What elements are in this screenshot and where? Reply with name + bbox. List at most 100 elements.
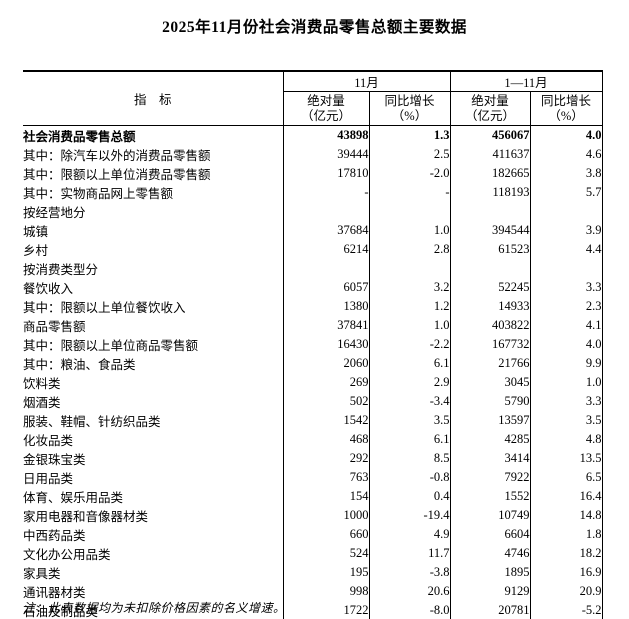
value-cell: -5.2 (529, 601, 603, 619)
absolute-label: 绝对量 (471, 93, 509, 108)
value-cell: -0.8 (368, 468, 451, 487)
value-cell: 7922 (449, 468, 531, 487)
value-cell: 5.7 (529, 183, 603, 202)
value-cell (449, 259, 531, 278)
indicator-label: 家具类 (23, 567, 61, 581)
value-cell: 1.2 (368, 297, 451, 316)
value-cell: - (368, 183, 451, 202)
indicator-label: 烟酒类 (23, 396, 61, 410)
value-cell: -2.0 (368, 164, 451, 183)
value-cell: 1.0 (529, 373, 603, 392)
value-cell: 182665 (449, 164, 531, 183)
growth-unit: （%） (391, 108, 428, 123)
value-cell: 6.1 (368, 430, 451, 449)
indicator-label: 商品零售额 (23, 320, 86, 334)
indicator-label: 家用电器和音像器材类 (23, 510, 149, 524)
value-cell: 4.9 (368, 525, 451, 544)
indicator-label: 乡村 (23, 244, 49, 258)
value-cell: 37841 (282, 316, 369, 335)
indicator-label: 其中：除汽车以外的消费品零售额 (23, 149, 211, 163)
value-cell: 17810 (282, 164, 369, 183)
value-cell: 5790 (449, 392, 531, 411)
value-cell: 4.4 (529, 240, 603, 259)
value-cell: 3.5 (529, 411, 603, 430)
value-cell: 2.8 (368, 240, 451, 259)
col-header-growth-month: 同比增长 （%） (368, 91, 451, 126)
value-cell: 1552 (449, 487, 531, 506)
value-cell: 9129 (449, 582, 531, 601)
value-cell: 411637 (449, 145, 531, 164)
value-cell: 18.2 (529, 544, 603, 563)
indicator-label: 按消费类型分 (23, 263, 99, 277)
value-cell (368, 202, 451, 221)
growth-unit: （%） (548, 108, 584, 123)
value-cell (529, 259, 603, 278)
value-cell: 2.5 (368, 145, 451, 164)
value-cell: 6214 (282, 240, 369, 259)
value-cell: 660 (282, 525, 369, 544)
indicator-label: 社会消费品零售总额 (23, 130, 136, 144)
value-cell: 13597 (449, 411, 531, 430)
growth-label: 同比增长 (541, 93, 592, 108)
indicator-label: 其中：实物商品网上零售额 (23, 187, 174, 201)
table-row: 餐饮收入 6057 3.2 52245 3.3 (23, 278, 603, 297)
value-cell: 468 (282, 430, 369, 449)
value-cell: 4.8 (529, 430, 603, 449)
table-row: 烟酒类 502 -3.4 5790 3.3 (23, 392, 603, 411)
value-cell: 4285 (449, 430, 531, 449)
indicator-label: 化妆品类 (23, 434, 74, 448)
value-cell: 1.0 (368, 221, 451, 240)
value-cell: 3.9 (529, 221, 603, 240)
indicator-label: 饮料类 (23, 377, 61, 391)
table-row: 日用品类 763 -0.8 7922 6.5 (23, 468, 603, 487)
table-row: 其中：粮油、食品类 2060 6.1 21766 9.9 (23, 354, 603, 373)
value-cell: 4.0 (529, 335, 603, 354)
value-cell: 292 (282, 449, 369, 468)
col-header-indicator: 指 标 (133, 93, 172, 107)
value-cell: 3.3 (529, 392, 603, 411)
value-cell: 20.9 (529, 582, 603, 601)
indicator-label: 其中：限额以上单位商品零售额 (23, 339, 199, 353)
table-row: 化妆品类 468 6.1 4285 4.8 (23, 430, 603, 449)
indicator-label: 通讯器材类 (23, 586, 86, 600)
value-cell: 3.8 (529, 164, 603, 183)
data-table: 指 标 11月 1—11月 绝对量 （亿元） 同比增长 （%） 绝对量 (23, 70, 603, 619)
table-row: 其中：限额以上单位商品零售额 16430 -2.2 167732 4.0 (23, 335, 603, 354)
indicator-label: 其中：限额以上单位消费品零售额 (23, 168, 211, 182)
value-cell: 2.9 (368, 373, 451, 392)
value-cell: 2060 (282, 354, 369, 373)
table-row: 按消费类型分 (23, 259, 603, 278)
value-cell: 0.4 (368, 487, 451, 506)
value-cell: 763 (282, 468, 369, 487)
growth-label: 同比增长 (384, 93, 435, 108)
value-cell: 1895 (449, 563, 531, 582)
value-cell: 52245 (449, 278, 531, 297)
indicator-label: 按经营地分 (23, 206, 86, 220)
value-cell: 1.3 (368, 125, 451, 145)
indicator-label: 石油及制品类 (23, 605, 99, 619)
value-cell: 2.3 (529, 297, 603, 316)
table-row: 文化办公用品类 524 11.7 4746 18.2 (23, 544, 603, 563)
value-cell: 4.6 (529, 145, 603, 164)
value-cell: 3.2 (368, 278, 451, 297)
table-header: 指 标 11月 1—11月 绝对量 （亿元） 同比增长 （%） 绝对量 (23, 71, 603, 126)
value-cell: 118193 (449, 183, 531, 202)
value-cell: -3.4 (368, 392, 451, 411)
table-container: 指 标 11月 1—11月 绝对量 （亿元） 同比增长 （%） 绝对量 (23, 70, 603, 619)
value-cell (282, 259, 369, 278)
table-row: 饮料类 269 2.9 3045 1.0 (23, 373, 603, 392)
page-title: 2025年11月份社会消费品零售总额主要数据 (162, 19, 467, 36)
value-cell: 3045 (449, 373, 531, 392)
value-cell: 10749 (449, 506, 531, 525)
value-cell: 61523 (449, 240, 531, 259)
col-header-absolute-cumulative: 绝对量 （亿元） (449, 91, 531, 126)
value-cell: 403822 (449, 316, 531, 335)
value-cell (368, 259, 451, 278)
table-row: 服装、鞋帽、针纺织品类 1542 3.5 13597 3.5 (23, 411, 603, 430)
value-cell: - (282, 183, 369, 202)
footnote: 注：此表数据均为未扣除价格因素的名义增速。 (23, 601, 286, 615)
value-cell (529, 202, 603, 221)
table-row: 金银珠宝类 292 8.5 3414 13.5 (23, 449, 603, 468)
value-cell: 16430 (282, 335, 369, 354)
value-cell: -19.4 (368, 506, 451, 525)
